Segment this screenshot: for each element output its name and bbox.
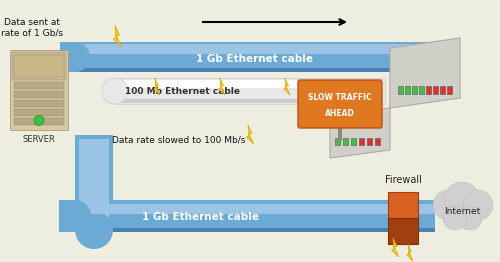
Bar (60, 42, 75, 72)
Text: 1 Gb Ethernet cable: 1 Gb Ethernet cable (196, 54, 314, 64)
Circle shape (433, 190, 463, 220)
Bar (14, 109, 64, 116)
Bar (14, 82, 64, 89)
Bar (338, 126, 342, 141)
Bar (115, 78, 385, 104)
Bar (75, 68, 435, 72)
Circle shape (59, 200, 91, 232)
Bar (75, 135, 113, 230)
Text: Firewall: Firewall (384, 175, 422, 185)
Circle shape (444, 182, 480, 218)
Bar (351, 138, 356, 145)
Bar (419, 86, 424, 94)
Bar (79, 139, 109, 226)
Bar (343, 138, 348, 145)
Polygon shape (330, 108, 390, 158)
Bar (335, 138, 340, 145)
Bar (388, 218, 418, 244)
Text: SERVER: SERVER (22, 135, 56, 145)
Bar (426, 86, 431, 94)
Polygon shape (406, 244, 413, 261)
Polygon shape (218, 78, 225, 95)
Bar (359, 138, 364, 145)
Circle shape (60, 42, 90, 72)
Text: AHEAD: AHEAD (325, 109, 355, 118)
Bar (102, 78, 115, 104)
Text: 1 Gb Ethernet cable: 1 Gb Ethernet cable (142, 212, 260, 222)
Circle shape (443, 206, 467, 230)
Bar (59, 200, 75, 232)
Text: 100 Mb Ethernet cable: 100 Mb Ethernet cable (125, 86, 240, 96)
Polygon shape (154, 78, 160, 95)
Bar (447, 86, 452, 94)
Bar (14, 55, 64, 77)
Bar (75, 200, 435, 232)
Bar (367, 138, 372, 145)
Bar (398, 86, 403, 94)
Text: Data sent at
rate of 1 Gb/s: Data sent at rate of 1 Gb/s (1, 18, 63, 37)
Bar (10, 50, 68, 130)
Polygon shape (390, 38, 460, 108)
Bar (405, 86, 410, 94)
Bar (412, 86, 417, 94)
Bar (14, 118, 64, 125)
Bar (117, 80, 383, 88)
Bar (14, 91, 64, 98)
Bar (388, 192, 418, 218)
Bar (12, 52, 66, 80)
Bar (433, 86, 438, 94)
Bar (375, 138, 380, 145)
Bar (75, 228, 435, 232)
Polygon shape (392, 238, 398, 257)
Text: Data rate slowed to 100 Mb/s: Data rate slowed to 100 Mb/s (112, 135, 245, 145)
Bar (14, 100, 64, 107)
Circle shape (75, 211, 113, 249)
Polygon shape (113, 25, 122, 47)
Bar (440, 86, 445, 94)
Circle shape (458, 206, 482, 230)
Polygon shape (284, 78, 290, 95)
Bar (117, 99, 383, 103)
Bar (75, 42, 435, 68)
Text: SLOW TRAFFIC: SLOW TRAFFIC (308, 93, 372, 102)
FancyBboxPatch shape (298, 80, 382, 128)
Circle shape (463, 190, 493, 220)
Circle shape (34, 115, 44, 125)
Text: Internet: Internet (444, 208, 480, 216)
Circle shape (102, 78, 128, 104)
Polygon shape (246, 125, 254, 144)
Bar (77, 44, 433, 54)
Bar (75, 204, 435, 214)
